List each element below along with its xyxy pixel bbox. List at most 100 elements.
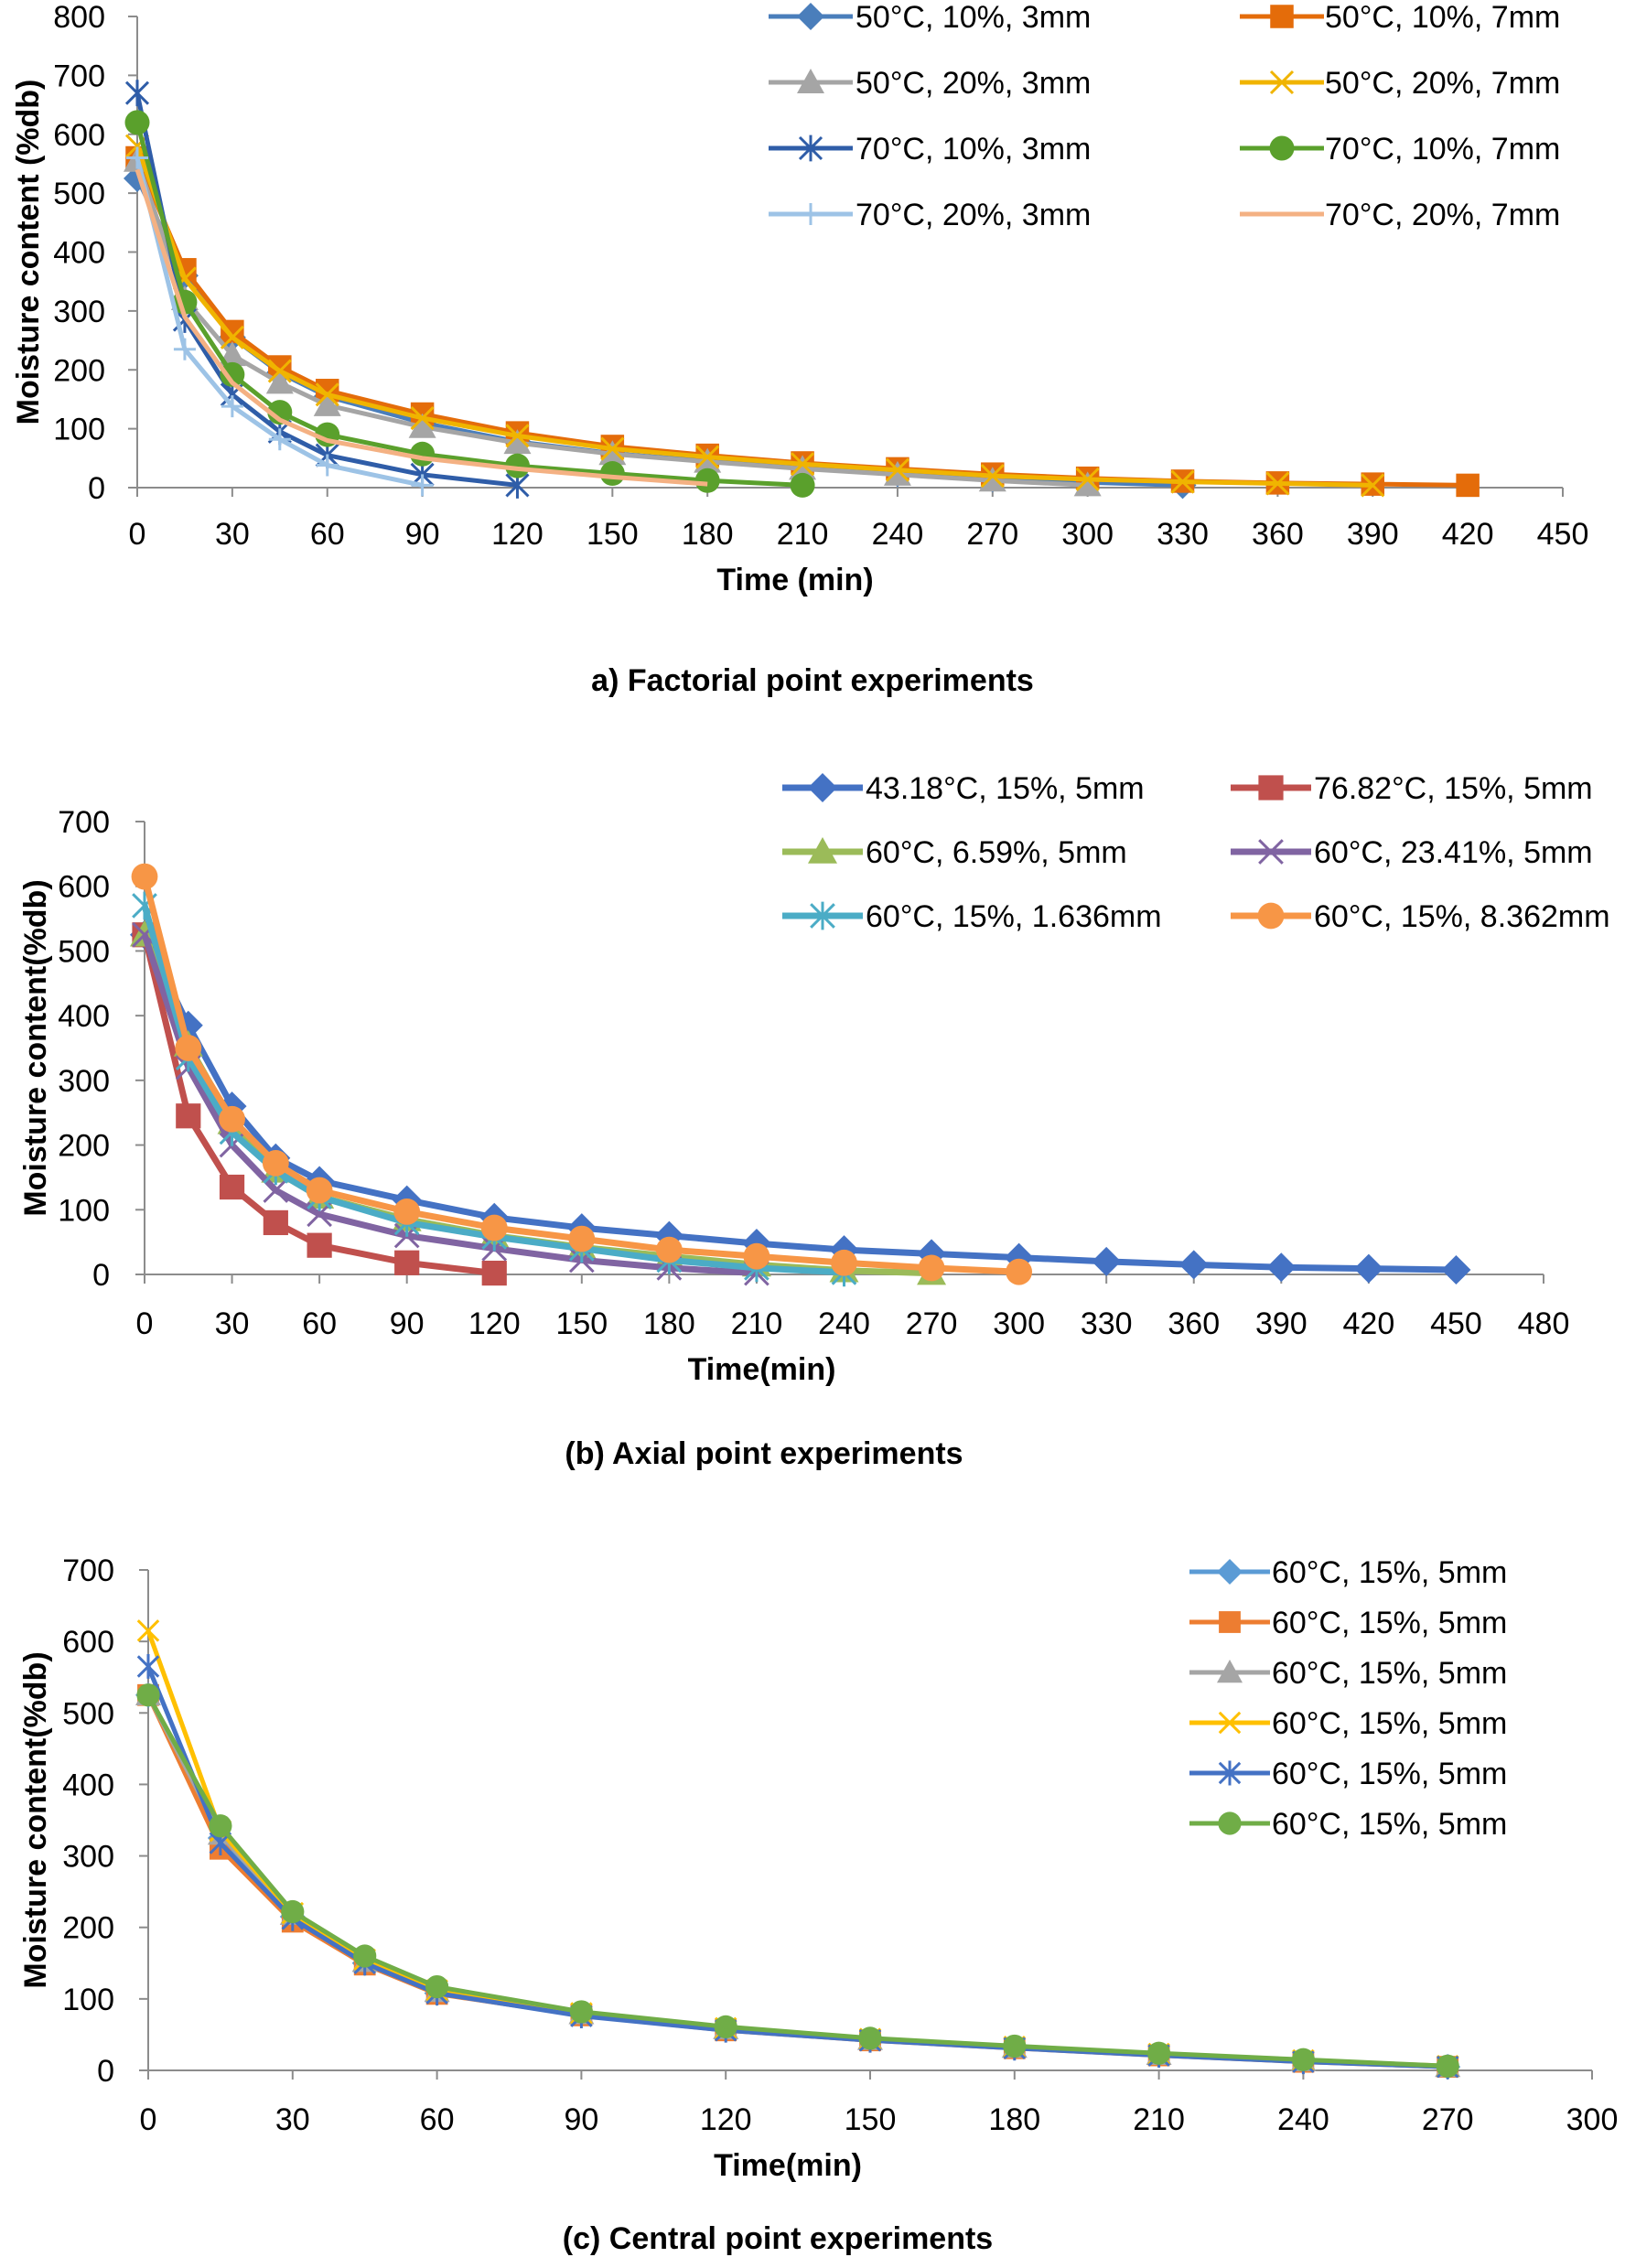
data-point [220,325,244,349]
y-tick-label: 800 [53,0,105,35]
x-tick-label: 90 [564,2102,598,2137]
y-tick-label: 300 [53,295,105,329]
y-tick-label: 500 [53,177,105,211]
x-tick-label: 450 [1537,517,1589,552]
data-point [1075,467,1100,492]
data-point [394,1250,420,1275]
series-7 [126,146,434,497]
series-line [135,168,708,487]
y-tick-label: 0 [88,471,105,506]
x-tick-label: 180 [988,2102,1040,2137]
x-tick-label: 90 [405,517,440,552]
data-point [694,447,722,473]
data-point [1441,1255,1471,1285]
y-tick-label: 100 [58,1193,110,1228]
y-tick-label: 300 [58,1064,110,1099]
data-point [221,395,243,418]
legend-marker [808,837,837,864]
y-tick-label: 600 [53,118,105,153]
data-point [791,452,815,477]
x-tick-label: 270 [966,517,1018,552]
data-point [883,460,911,486]
data-point [1291,2048,1315,2071]
data-point [1073,471,1102,497]
series-8 [135,168,708,487]
x-tick-label: 330 [1157,517,1209,552]
legend-item: 60°C, 15%, 8.362mm [1231,899,1610,934]
chart-panel-b: 0 100 200 300 400 500 600 700 0 30 60 90 120 150 180 21… [18,771,1610,1471]
y-axis-label: Moisture content (%db) [11,80,46,425]
series-1 [135,1682,1461,2080]
y-tick-label: 500 [58,934,110,969]
data-point [265,369,294,394]
data-point [978,467,1006,492]
legend-item: 70°C, 10%, 7mm [1240,132,1560,167]
legend-marker [798,134,823,162]
y-tick-label: 100 [62,1983,114,2017]
data-point [267,400,293,425]
x-tick-label: 240 [1277,2102,1329,2137]
series-6 [124,110,815,498]
legend-marker [808,773,837,802]
legend-marker [1218,1811,1242,1835]
data-point [411,474,434,497]
legend-marker [1219,1611,1241,1633]
x-axis-label: Time(min) [688,1352,836,1387]
series-4 [136,1619,1459,2078]
series-line [135,122,803,488]
data-point [1170,469,1195,494]
x-tick-label: 30 [215,517,250,552]
y-tick-label: 200 [58,1129,110,1164]
legend-item: 70°C, 10%, 3mm [769,132,1091,167]
x-axis-label: Time (min) [716,563,873,597]
y-tick-label: 400 [53,236,105,271]
y-tick-label: 0 [97,2054,114,2089]
chart-panel-c: 0 100 200 300 400 500 600 700 0 30 60 90 120 150 180 21… [18,1553,1618,2256]
y-tick-label: 200 [62,1911,114,1946]
x-tick-label: 300 [993,1306,1045,1341]
data-point [316,454,339,477]
x-tick-label: 30 [275,2102,310,2137]
legend-label: 60°C, 15%, 5mm [1272,1656,1507,1691]
data-point [262,1149,289,1177]
data-point [599,461,625,487]
data-point [1092,1246,1122,1276]
chart-caption: a) Factorial point experiments [591,663,1034,698]
x-tick-label: 360 [1168,1306,1220,1341]
legend-marker [1270,5,1294,28]
data-point [425,1974,449,1999]
data-point [1361,473,1385,498]
legend-item: 60°C, 15%, 5mm [1189,1757,1507,1791]
data-point [267,359,292,383]
chart-panel-a: 0 100 200 300 400 500 600 700 800 0 30 60 90 120 150 18… [11,0,1588,698]
data-point [219,1174,245,1200]
data-point [918,1254,945,1282]
data-point [136,1654,160,1679]
series-1 [130,919,1471,1285]
data-point [694,468,720,493]
data-point [220,361,245,387]
data-point [743,1242,770,1270]
legend-marker [1218,1760,1242,1786]
x-tick-label: 60 [310,517,345,552]
data-point [131,863,158,890]
legend: 50°C, 10%, 3mm 50°C, 10%, 7mm 50°C, 20%, 3… [769,0,1560,232]
legend-item: 60°C, 15%, 5mm [1189,1706,1507,1741]
data-point [1436,2054,1459,2078]
data-point [1003,2034,1027,2058]
legend-item: 60°C, 15%, 5mm [1189,1656,1507,1691]
x-tick-label: 390 [1347,517,1399,552]
data-point [408,413,436,438]
series-2 [137,1683,1459,2078]
data-point [313,391,341,416]
series-6 [136,1683,1459,2078]
chart-caption: (c) Central point experiments [563,2221,993,2256]
legend-marker [797,69,824,93]
data-point [1265,471,1290,496]
legend-item: 50°C, 10%, 3mm [769,0,1091,35]
legend-item: 70°C, 20%, 3mm [769,198,1091,232]
legend-marker [1217,1559,1243,1585]
legend-label: 60°C, 15%, 8.362mm [1314,899,1610,934]
data-point [353,1944,377,1968]
data-point [306,1177,333,1204]
